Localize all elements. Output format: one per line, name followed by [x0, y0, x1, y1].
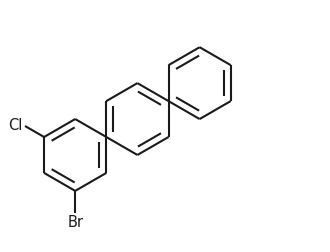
Text: Cl: Cl: [8, 118, 23, 134]
Text: Br: Br: [67, 215, 83, 230]
